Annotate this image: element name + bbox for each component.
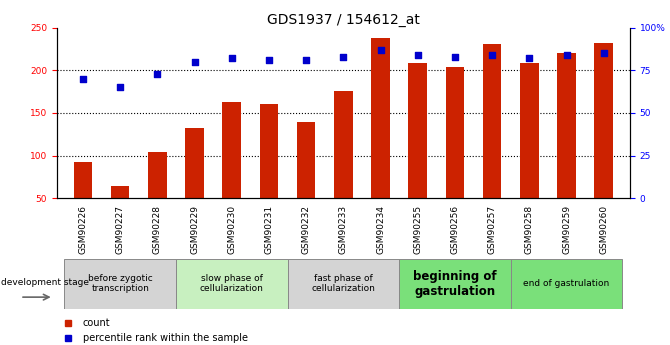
Bar — [520, 63, 539, 198]
Point — [524, 56, 535, 61]
Point — [561, 52, 572, 58]
Point — [487, 52, 498, 58]
Point — [263, 57, 274, 63]
Point — [78, 76, 88, 81]
Text: beginning of
gastrulation: beginning of gastrulation — [413, 270, 496, 298]
Point — [301, 57, 312, 63]
Text: slow phase of
cellularization: slow phase of cellularization — [200, 274, 264, 294]
Point — [338, 54, 348, 59]
Bar — [483, 44, 501, 198]
Bar — [594, 43, 613, 198]
Bar — [148, 152, 167, 198]
Bar — [74, 162, 92, 198]
Bar — [176, 259, 287, 309]
Point — [115, 85, 125, 90]
Point — [152, 71, 163, 77]
Bar — [409, 62, 427, 198]
Bar — [399, 259, 511, 309]
Point — [450, 54, 460, 59]
Point — [375, 47, 386, 52]
Text: fast phase of
cellularization: fast phase of cellularization — [312, 274, 375, 294]
Text: end of gastrulation: end of gastrulation — [523, 279, 610, 288]
Point — [413, 52, 423, 58]
Text: development stage: development stage — [1, 277, 88, 287]
Bar — [111, 186, 129, 198]
Bar — [371, 38, 390, 198]
Text: percentile rank within the sample: percentile rank within the sample — [82, 333, 248, 343]
Bar — [557, 53, 576, 198]
Bar — [334, 91, 352, 198]
Bar — [222, 102, 241, 198]
Text: before zygotic
transcription: before zygotic transcription — [88, 274, 153, 294]
Bar — [297, 121, 316, 198]
Bar — [446, 67, 464, 198]
Point — [226, 56, 237, 61]
Bar — [287, 259, 399, 309]
Bar — [186, 128, 204, 198]
Title: GDS1937 / 154612_at: GDS1937 / 154612_at — [267, 12, 420, 27]
Text: count: count — [82, 318, 111, 327]
Bar — [511, 259, 622, 309]
Bar — [64, 259, 176, 309]
Point — [598, 50, 609, 56]
Bar — [260, 105, 278, 198]
Point — [189, 59, 200, 65]
